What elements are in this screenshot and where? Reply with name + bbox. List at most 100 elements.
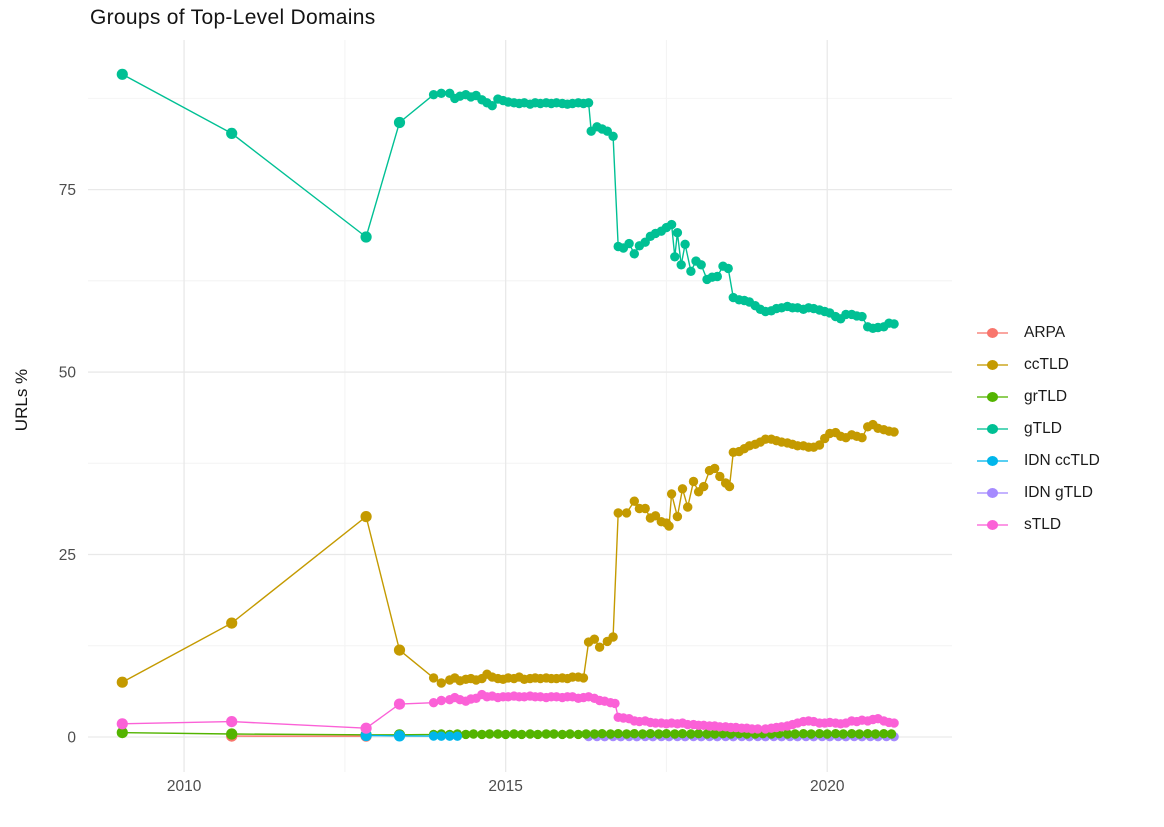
- data-point: [393, 730, 406, 742]
- legend-line-dot-icon: [977, 359, 1008, 371]
- data-point: [688, 476, 699, 487]
- data-point: [696, 260, 706, 270]
- data-point: [583, 98, 594, 108]
- data-point: [624, 238, 634, 249]
- data-point: [610, 698, 620, 709]
- legend-item-idn-gtld: IDN gTLD: [977, 477, 1100, 509]
- y-tick-label: 25: [59, 547, 76, 564]
- chart-title: Groups of Top-Level Domains: [90, 6, 376, 29]
- data-point: [699, 481, 709, 492]
- legend-dot-icon: [987, 360, 998, 370]
- data-point: [693, 729, 704, 739]
- data-point: [226, 617, 238, 629]
- data-point: [650, 511, 661, 521]
- legend-item-label: IDN ccTLD: [1024, 452, 1100, 469]
- data-point: [686, 266, 696, 276]
- data-point: [501, 729, 511, 740]
- data-point: [724, 481, 735, 492]
- data-point: [608, 131, 618, 141]
- data-point: [594, 642, 605, 652]
- data-point: [857, 311, 867, 322]
- series-cctld: [116, 419, 899, 688]
- data-point: [226, 728, 238, 740]
- data-point: [549, 729, 559, 739]
- legend-item-stld: sTLD: [977, 509, 1100, 541]
- data-point: [629, 496, 639, 506]
- data-point: [838, 729, 848, 739]
- legend-item-cctld: ccTLD: [977, 349, 1100, 381]
- data-point: [629, 729, 639, 739]
- legend-line-dot-icon: [977, 423, 1008, 435]
- data-point: [605, 729, 616, 739]
- data-point: [393, 116, 406, 129]
- data-point: [753, 724, 763, 734]
- data-point: [822, 729, 832, 739]
- data-point: [677, 729, 688, 739]
- data-point: [889, 427, 899, 437]
- data-point: [428, 673, 439, 683]
- data-point: [712, 271, 722, 282]
- data-point: [879, 729, 889, 739]
- data-point: [676, 260, 686, 270]
- data-point: [814, 440, 825, 450]
- data-point: [613, 508, 623, 518]
- data-point: [360, 231, 372, 243]
- data-point: [710, 463, 720, 474]
- data-point: [226, 127, 238, 139]
- data-point: [664, 521, 674, 531]
- data-point: [666, 489, 677, 499]
- data-point: [509, 729, 519, 739]
- data-point: [814, 729, 825, 739]
- data-point: [436, 731, 446, 741]
- legend-item-idn-cctld: IDN ccTLD: [977, 445, 1100, 477]
- data-point: [436, 695, 446, 706]
- data-point: [782, 729, 793, 739]
- data-point: [715, 471, 725, 482]
- data-point: [428, 698, 439, 708]
- legend-item-grtld: grTLD: [977, 381, 1100, 413]
- data-point: [661, 729, 672, 739]
- data-point: [702, 729, 712, 739]
- legend-item-gtld: gTLD: [977, 413, 1100, 445]
- legend-item-label: IDN gTLD: [1024, 484, 1093, 501]
- data-point: [517, 729, 527, 740]
- series-gtld: [116, 68, 899, 333]
- data-point: [677, 484, 688, 494]
- data-point: [226, 716, 238, 728]
- x-tick-label: 2010: [167, 778, 202, 795]
- data-point: [790, 729, 800, 739]
- legend-item-label: sTLD: [1024, 516, 1062, 533]
- y-tick-label: 75: [59, 182, 76, 199]
- data-point: [360, 510, 372, 523]
- legend-dot-icon: [987, 392, 998, 402]
- data-point: [597, 729, 607, 739]
- axis-tick-labels: 0 25 50 75 2010 2015 2020: [59, 182, 845, 795]
- legend-dot-icon: [987, 520, 998, 530]
- data-point: [670, 252, 680, 262]
- data-point: [581, 729, 591, 739]
- legend-line-dot-icon: [977, 487, 1008, 499]
- data-point: [487, 101, 497, 111]
- data-point: [645, 729, 656, 739]
- data-point: [683, 502, 693, 512]
- legend-line-dot-icon: [977, 391, 1008, 403]
- legend-item-arpa: ARPA: [977, 317, 1100, 349]
- legend-dot-icon: [987, 328, 998, 338]
- data-point: [613, 729, 623, 739]
- data-point: [629, 249, 639, 259]
- x-tick-label: 2020: [810, 778, 845, 795]
- data-point: [863, 729, 873, 739]
- legend-line-dot-icon: [977, 519, 1008, 531]
- data-point: [436, 88, 446, 99]
- data-point: [393, 644, 406, 656]
- data-point: [640, 503, 650, 514]
- legend-dot-icon: [987, 456, 998, 466]
- data-point: [857, 433, 867, 443]
- data-point: [870, 729, 881, 739]
- data-point: [360, 722, 372, 734]
- legend-dot-icon: [987, 424, 998, 434]
- grid-minor: [88, 40, 952, 772]
- data-point: [723, 263, 733, 274]
